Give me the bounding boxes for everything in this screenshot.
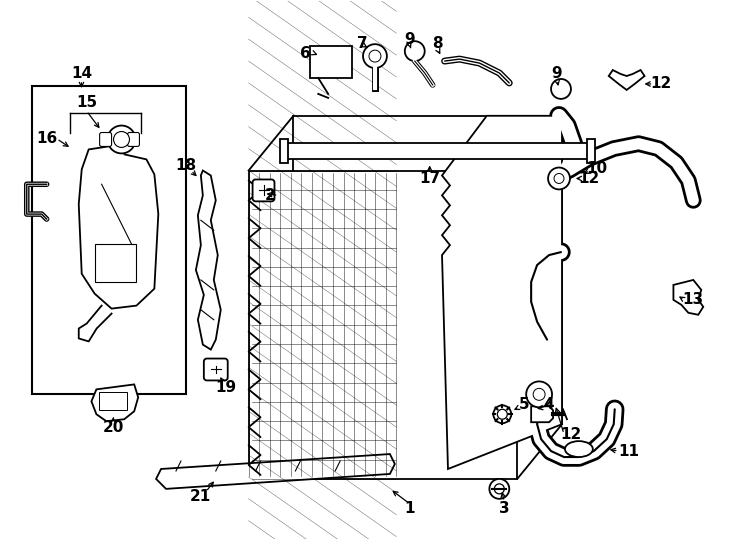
Circle shape: [490, 479, 509, 499]
Bar: [280, 139, 288, 163]
Polygon shape: [249, 171, 517, 479]
Bar: [283, 143, 592, 159]
Text: 12: 12: [578, 171, 600, 186]
Text: 4: 4: [544, 397, 554, 412]
Circle shape: [369, 50, 381, 62]
Polygon shape: [673, 280, 703, 315]
Text: 12: 12: [650, 77, 671, 91]
Polygon shape: [92, 384, 138, 421]
Polygon shape: [442, 116, 562, 469]
Bar: [32, 86, 186, 394]
Circle shape: [108, 125, 136, 153]
Polygon shape: [79, 144, 159, 308]
Text: 1: 1: [404, 501, 415, 516]
Text: 5: 5: [519, 397, 529, 412]
Ellipse shape: [565, 441, 593, 457]
FancyBboxPatch shape: [204, 359, 228, 380]
Circle shape: [493, 406, 512, 423]
Polygon shape: [156, 454, 395, 489]
FancyBboxPatch shape: [252, 179, 275, 201]
Circle shape: [114, 132, 129, 147]
Text: 2: 2: [265, 188, 276, 203]
Circle shape: [548, 167, 570, 190]
Text: 11: 11: [618, 443, 639, 458]
Circle shape: [498, 409, 507, 419]
FancyBboxPatch shape: [128, 132, 139, 146]
Circle shape: [526, 381, 552, 407]
Text: 12: 12: [560, 427, 581, 442]
Circle shape: [494, 484, 504, 494]
Circle shape: [551, 79, 571, 99]
Circle shape: [554, 173, 564, 184]
Text: 20: 20: [103, 420, 124, 435]
FancyBboxPatch shape: [100, 132, 112, 146]
Text: 13: 13: [683, 292, 704, 307]
Text: 8: 8: [432, 36, 443, 51]
Polygon shape: [531, 406, 553, 422]
Text: 6: 6: [300, 45, 310, 60]
Text: 10: 10: [586, 161, 607, 176]
Text: 16: 16: [36, 131, 57, 146]
Text: 21: 21: [190, 489, 211, 504]
Circle shape: [363, 44, 387, 68]
Bar: [310, 46, 352, 78]
Text: 17: 17: [419, 171, 440, 186]
Text: 9: 9: [404, 32, 415, 46]
Circle shape: [533, 388, 545, 400]
Text: 9: 9: [552, 65, 562, 80]
Bar: [587, 139, 595, 163]
Text: 7: 7: [357, 36, 367, 51]
Polygon shape: [294, 116, 562, 424]
Text: 19: 19: [215, 380, 236, 395]
Bar: [95, 244, 137, 282]
Polygon shape: [608, 70, 644, 90]
Text: 3: 3: [499, 501, 509, 516]
Text: 15: 15: [76, 96, 97, 110]
Circle shape: [405, 41, 425, 61]
Text: 14: 14: [71, 65, 92, 80]
Polygon shape: [196, 171, 221, 349]
Text: 18: 18: [175, 158, 197, 173]
Bar: [99, 393, 127, 410]
